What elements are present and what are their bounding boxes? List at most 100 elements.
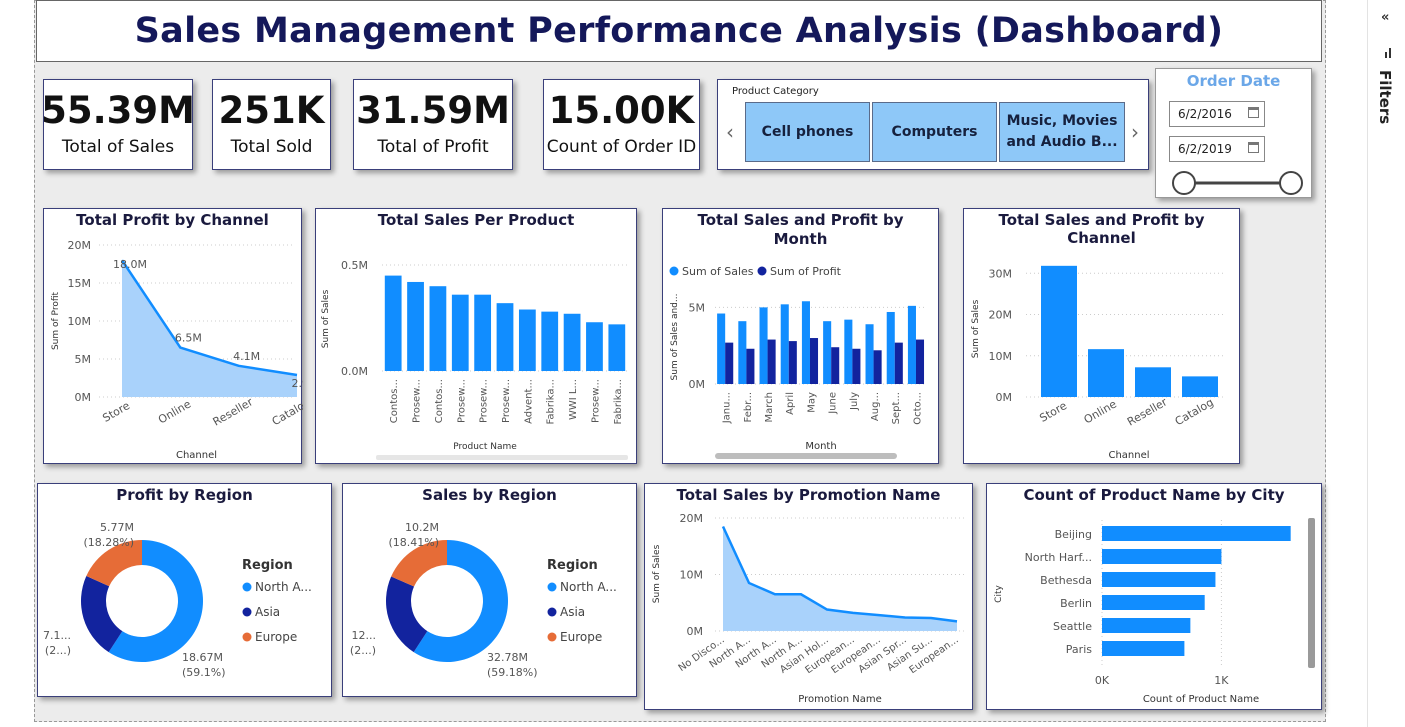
chart-card-sales-by-region[interactable]: Sales by Region 32.78M (59.18%) 12... (2...… (342, 483, 637, 697)
bar (518, 309, 536, 371)
x-tick-label: WWI L... (568, 379, 579, 420)
x-tick-label: 1K (1214, 674, 1229, 687)
bar (831, 347, 840, 384)
donut-slice (81, 576, 123, 653)
calendar-icon[interactable] (1248, 107, 1259, 118)
calendar-icon[interactable] (1248, 142, 1259, 153)
y-tick-label: North Harf... (1025, 551, 1092, 564)
area-line (120, 259, 298, 377)
chevron-right-icon[interactable]: › (1131, 120, 1139, 144)
order-date-slicer[interactable]: Order Date 6/2/2016 6/2/2019 (1155, 68, 1312, 198)
y-tick-label: 5M (689, 301, 706, 314)
kpi-card-total-sales[interactable]: 55.39M Total of Sales (41, 79, 195, 170)
bar (915, 339, 925, 384)
bar (474, 294, 492, 371)
bar (717, 313, 726, 384)
data-label: 18.0M (113, 258, 147, 271)
chevron-left-icon[interactable]: ‹ (726, 120, 734, 144)
filters-pane[interactable]: « Filters (1367, 0, 1405, 727)
double-chevron-left-icon[interactable]: « (1381, 10, 1390, 25)
y-tick-label: 20M (68, 239, 92, 252)
kpi-card-total-sold[interactable]: 251K Total Sold (212, 79, 331, 170)
x-tick-label: Fabrika... (546, 379, 557, 424)
chart-card-profit-by-region[interactable]: Profit by Region 18.67M (59.1%) 7.1... (2..… (37, 483, 332, 697)
start-date-input[interactable]: 6/2/2016 (1169, 101, 1265, 127)
x-tick-label: Sept... (891, 392, 902, 424)
product-category-slicer[interactable]: Product Category ‹ Cell phones Computers… (717, 79, 1149, 170)
y-tick-label: Berlin (1060, 597, 1092, 610)
bar (823, 321, 832, 384)
bar (886, 311, 895, 384)
legend-label: Asia (560, 605, 585, 619)
y-axis-title: Sum of Profit (51, 292, 61, 351)
bar (1102, 549, 1222, 564)
x-tick-label: Online (156, 397, 193, 426)
x-tick-label: Contos... (434, 379, 445, 423)
legend-label: Europe (255, 630, 297, 644)
y-tick-label: Paris (1066, 643, 1092, 656)
data-label: 5.77M (100, 521, 134, 534)
donut-slice (391, 540, 447, 587)
x-tick-label: Prosew... (590, 379, 601, 423)
kpi-label: Total of Sales (61, 137, 175, 157)
legend-marker (242, 607, 252, 617)
chart-card-sales-per-product[interactable]: Total Sales Per Product 0.0M 0.5M Contos..… (315, 208, 637, 464)
chart-svg: 0M 5M 10M 15M 20M 18.0M 6.5M 4.1M 2.9M Store Onlin… (51, 239, 303, 461)
end-date-input[interactable]: 6/2/2019 (1169, 136, 1265, 162)
y-tick-label: 0M (75, 391, 92, 404)
y-axis-title: City (994, 585, 1004, 603)
y-tick-label: 10M (68, 315, 92, 328)
kpi-value: 55.39M (41, 89, 195, 132)
slicer-tile-computers[interactable]: Computers (872, 102, 997, 162)
y-tick-label: 10M (989, 350, 1013, 363)
bar (725, 342, 734, 384)
x-tick-label: May (806, 392, 817, 413)
chart-svg: 0K 1K Beijing North Harf... Bethesda Berlin Se… (994, 518, 1315, 705)
slicer-tile-cell-phones[interactable]: Cell phones (745, 102, 870, 162)
x-tick-label: Online (1082, 397, 1119, 426)
y-axis-title: Sum of Sales (652, 544, 662, 603)
scrollbar (376, 455, 628, 460)
chart-title: Total Sales and Profit by Channel (998, 211, 1205, 247)
x-tick-label: Fabrika... (613, 379, 624, 424)
area-line (721, 525, 958, 623)
y-tick-label: 20M (989, 309, 1013, 322)
chart-title: Sales by Region (422, 486, 557, 504)
y-axis-title: Sum of Sales (971, 299, 981, 358)
bar (1102, 526, 1291, 541)
bar (451, 294, 469, 371)
x-tick-label: Prosew... (412, 379, 423, 423)
legend-title: Region (547, 558, 598, 573)
legend-marker (547, 607, 557, 617)
bar (407, 281, 424, 371)
x-tick-label: 0K (1095, 674, 1110, 687)
slicer-tile-music[interactable]: Music, Movies and Audio B... (999, 102, 1125, 162)
chart-card-sales-profit-channel[interactable]: Total Sales and Profit by Channel 0M 10M 2… (963, 208, 1240, 464)
x-tick-label: Advent... (523, 379, 534, 424)
x-tick-label: Reseller (1125, 395, 1170, 428)
y-tick-label: Seattle (1053, 620, 1092, 633)
x-tick-label: Store (1037, 399, 1069, 425)
x-tick-label: Janu... (722, 392, 733, 424)
kpi-label: Total of Profit (377, 137, 489, 157)
filters-pane-label[interactable]: Filters (1376, 70, 1394, 125)
chart-svg: 0M 10M 20M 30M Store Online Reseller Catalog Cha… (971, 265, 1226, 461)
chart-card-sales-by-promotion[interactable]: Total Sales by Promotion Name 0M 10M 20M No… (644, 483, 973, 710)
date-range-slider[interactable] (1156, 169, 1313, 197)
kpi-card-total-profit[interactable]: 31.59M Total of Profit (353, 79, 513, 170)
data-label: 18.67M (182, 651, 223, 664)
y-tick-label: 30M (989, 267, 1013, 280)
kpi-card-order-count[interactable]: 15.00K Count of Order ID (543, 79, 700, 170)
slider-start-handle[interactable] (1172, 171, 1196, 195)
bar (873, 350, 882, 384)
chart-card-profit-by-channel[interactable]: Total Profit by Channel 0M 5M 10M 15M 20M 18.… (43, 208, 303, 464)
chart-card-product-by-city[interactable]: Count of Product Name by City 0K 1K Beijin… (986, 483, 1322, 710)
bar (496, 303, 514, 371)
filter-icon[interactable] (1383, 48, 1393, 58)
bar (801, 301, 810, 384)
chart-card-sales-profit-month[interactable]: Total Sales and Profit by Month Sum of S… (662, 208, 939, 464)
bar (1088, 349, 1124, 397)
y-tick-label: 5M (75, 353, 92, 366)
kpi-value: 31.59M (356, 89, 510, 132)
slider-end-handle[interactable] (1279, 171, 1303, 195)
